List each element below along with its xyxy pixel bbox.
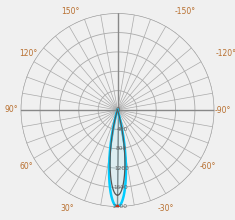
Text: 150°: 150° [61, 7, 79, 16]
Text: 120°: 120° [20, 49, 38, 58]
Text: 0: 0 [115, 107, 120, 113]
Text: 2000: 2000 [112, 204, 127, 209]
Text: -90°: -90° [214, 106, 231, 114]
Text: 1200: 1200 [114, 165, 129, 170]
Text: -150°: -150° [174, 7, 195, 16]
Polygon shape [109, 110, 126, 207]
Text: 1600: 1600 [114, 185, 128, 190]
Text: -60°: -60° [199, 162, 215, 171]
Text: -30°: -30° [158, 204, 174, 213]
Text: 90°: 90° [4, 106, 18, 114]
Text: 400: 400 [117, 127, 128, 132]
Text: 60°: 60° [20, 162, 33, 171]
Text: -120°: -120° [215, 49, 235, 58]
Text: 800: 800 [115, 146, 127, 151]
Text: 30°: 30° [61, 204, 74, 213]
